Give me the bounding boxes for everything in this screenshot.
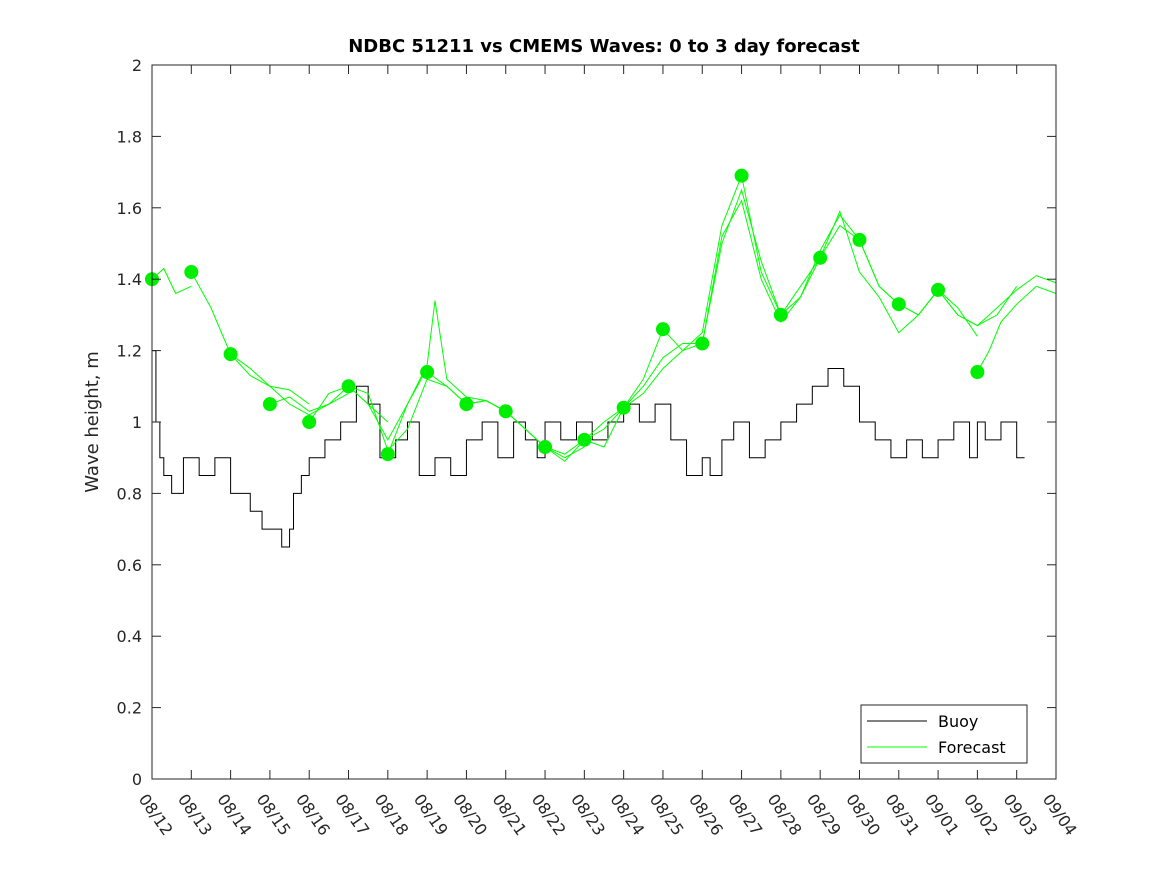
- forecast-marker: [459, 397, 474, 412]
- legend: Buoy Forecast: [860, 704, 1028, 764]
- y-axis-label: Wave height, m: [82, 351, 103, 492]
- forecast-series: [151, 175, 1057, 462]
- forecast-run-line: [662, 188, 782, 352]
- forecast-marker: [773, 307, 788, 322]
- forecast-marker: [223, 347, 238, 362]
- forecast-marker: [852, 232, 867, 247]
- forecast-run-line: [190, 271, 310, 405]
- forecast-marker: [184, 265, 199, 280]
- forecast-run-line: [937, 275, 1057, 327]
- forecast-run-line: [505, 407, 624, 455]
- forecast-run-line: [741, 175, 860, 316]
- plot-area: [145, 65, 1057, 779]
- buoy-line: [152, 350, 1025, 548]
- forecast-marker: [341, 379, 356, 394]
- forecast-marker: [891, 297, 906, 312]
- y-tick-label: 0.4: [117, 627, 142, 646]
- y-tick-label: 1.8: [117, 127, 142, 146]
- forecast-marker: [420, 365, 435, 380]
- forecast-marker: [616, 400, 631, 415]
- forecast-run-line: [544, 328, 664, 462]
- buoy-series: [152, 350, 1025, 548]
- forecast-run-line: [151, 267, 192, 295]
- chart-title: NDBC 51211 vs CMEMS Waves: 0 to 3 day fo…: [348, 36, 860, 57]
- y-tick-label: 0.2: [117, 699, 142, 718]
- legend-forecast-label: Forecast: [938, 738, 1006, 757]
- forecast-marker: [577, 432, 592, 447]
- forecast-marker: [970, 365, 985, 380]
- forecast-markers: [145, 168, 985, 462]
- y-tick-label: 2: [132, 56, 142, 75]
- y-axis: 0 0.2 0.4 0.6 0.8 1 1.2 1.4 1.6 1.8 2: [117, 56, 1056, 789]
- y-tick-label: 1.2: [117, 342, 142, 361]
- forecast-marker: [538, 439, 553, 454]
- legend-box: [860, 704, 1028, 764]
- y-tick-label: 1.4: [117, 270, 142, 289]
- forecast-marker: [813, 250, 828, 265]
- y-tick-label: 1.6: [117, 199, 142, 218]
- y-tick-label: 0: [132, 770, 142, 789]
- forecast-run-line: [387, 300, 506, 455]
- forecast-marker: [734, 168, 749, 183]
- forecast-marker: [262, 397, 277, 412]
- y-tick-label: 0.6: [117, 556, 142, 575]
- y-tick-label: 1: [132, 413, 142, 432]
- forecast-run-line: [584, 342, 703, 448]
- forecast-marker: [655, 322, 670, 337]
- forecast-marker: [302, 415, 317, 429]
- forecast-run-line: [976, 285, 1057, 373]
- forecast-marker: [498, 404, 513, 419]
- y-tick-label: 0.8: [117, 484, 142, 503]
- legend-buoy-label: Buoy: [938, 712, 978, 731]
- forecast-marker: [931, 282, 946, 297]
- forecast-marker: [695, 336, 710, 351]
- forecast-marker: [380, 447, 395, 462]
